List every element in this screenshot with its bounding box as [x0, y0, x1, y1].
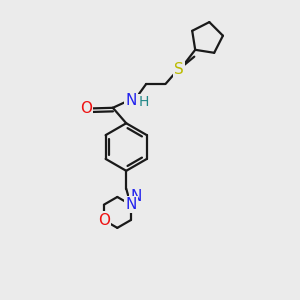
- Text: O: O: [98, 213, 110, 228]
- Text: N: N: [125, 197, 136, 212]
- Text: N: N: [126, 93, 137, 108]
- Text: S: S: [174, 62, 184, 77]
- Text: H: H: [139, 95, 149, 109]
- Text: O: O: [80, 101, 92, 116]
- Text: N: N: [130, 189, 142, 204]
